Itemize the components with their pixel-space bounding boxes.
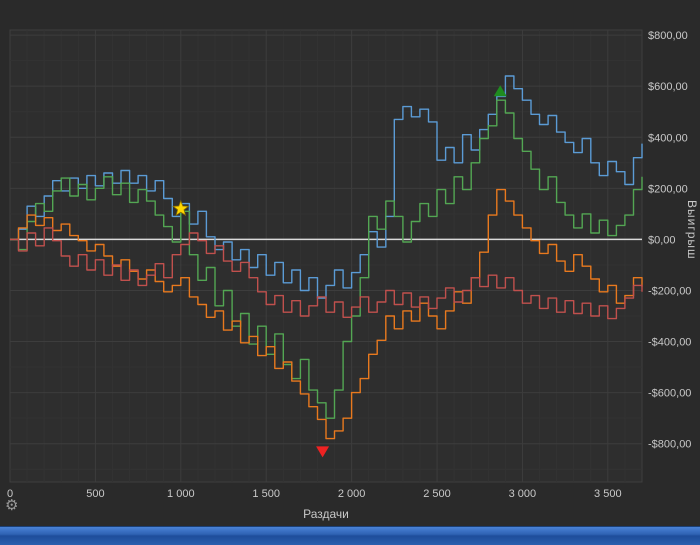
series-line-green <box>10 99 643 419</box>
y-tick-label: -$600,00 <box>648 388 691 400</box>
marker-star <box>172 199 190 217</box>
y-tick-label: -$800,00 <box>648 439 691 451</box>
taskbar[interactable] <box>0 526 700 545</box>
y-tick-label: -$200,00 <box>648 286 691 298</box>
series-line-red <box>10 227 643 320</box>
major-gridlines <box>10 30 642 482</box>
x-tick-label: 500 <box>86 488 104 500</box>
y-tick-label: $400,00 <box>648 132 688 144</box>
y-tick-label: $800,00 <box>648 30 688 42</box>
marker-triangle-down <box>316 446 330 458</box>
x-tick-label: 1 000 <box>167 488 195 500</box>
y-tick-labels: $800,00 $600,00 $400,00 $200,00 $0,00 -$200,0… <box>648 30 691 451</box>
series-line-blue <box>10 75 643 299</box>
marker-triangle-up <box>493 85 507 97</box>
x-tick-labels: 0 500 1 000 1 500 2 000 2 500 3 000 3 500 <box>7 488 622 500</box>
y-tick-label: $600,00 <box>648 81 688 93</box>
x-tick-label: 1 500 <box>252 488 280 500</box>
y-tick-label: $0,00 <box>648 234 676 246</box>
y-tick-label: -$400,00 <box>648 337 691 349</box>
settings-gear-icon[interactable]: ⚙ <box>5 497 19 514</box>
y-axis-title: Выигрыш <box>685 200 699 260</box>
y-tick-label: $200,00 <box>648 183 688 195</box>
x-axis-title: Раздачи <box>303 507 349 521</box>
x-tick-label: 3 500 <box>594 488 622 500</box>
x-tick-label: 2 500 <box>423 488 451 500</box>
x-tick-label: 2 000 <box>338 488 366 500</box>
series-line-orange <box>10 188 643 440</box>
x-tick-label: 0 <box>7 488 13 500</box>
x-tick-label: 3 000 <box>509 488 537 500</box>
